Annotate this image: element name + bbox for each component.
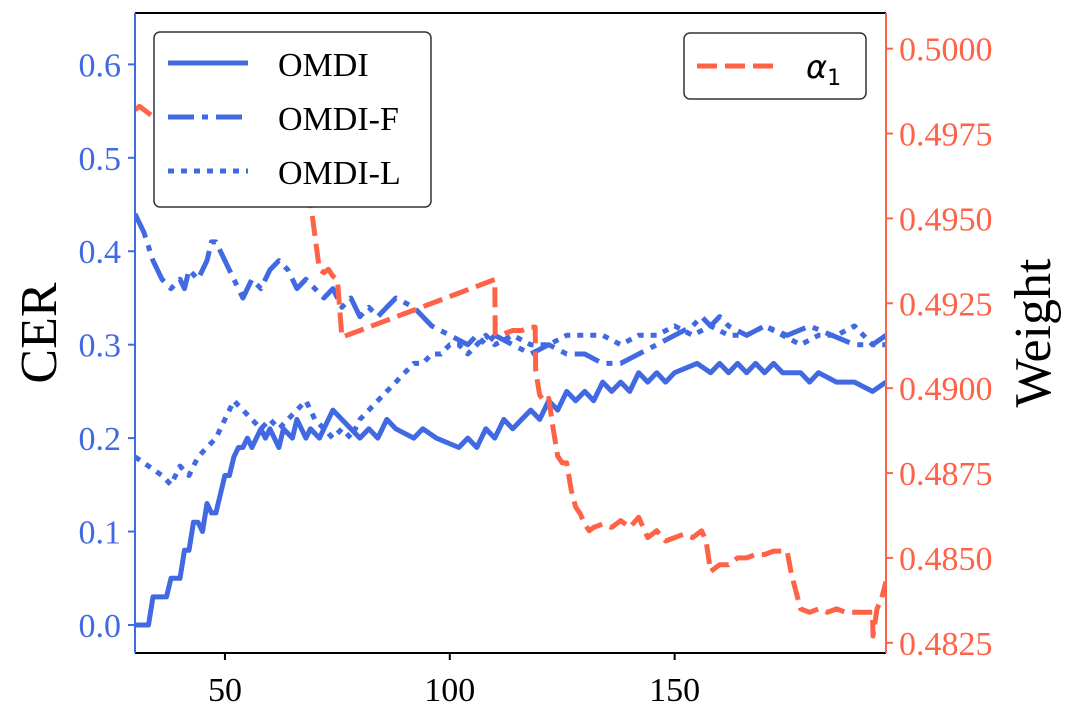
legend-left: OMDI OMDI-F OMDI-L bbox=[153, 31, 432, 208]
series-line-omdi-f bbox=[135, 212, 886, 366]
legend-right-box bbox=[683, 32, 867, 100]
series-line-omdi bbox=[135, 360, 886, 628]
left-tick-label: 0.1 bbox=[79, 515, 122, 552]
right-tick-label: 0.4825 bbox=[899, 626, 993, 663]
legend-omdi-f-label: OMDI-F bbox=[278, 101, 399, 138]
right-tick-label: 0.4850 bbox=[899, 541, 993, 578]
left-tick-label: 0.0 bbox=[79, 608, 122, 645]
left-tick-label: 0.6 bbox=[79, 47, 122, 84]
right-tick-label: 0.4875 bbox=[899, 456, 993, 493]
left-axis-ticks: 0.0 0.1 0.2 0.3 0.4 0.5 0.6 bbox=[79, 47, 135, 645]
x-tick-label: 150 bbox=[649, 672, 700, 709]
left-tick-label: 0.2 bbox=[79, 421, 122, 458]
x-tick-label: 50 bbox=[208, 672, 242, 709]
right-tick-label: 0.5000 bbox=[899, 32, 993, 69]
x-tick-label: 100 bbox=[424, 672, 475, 709]
left-tick-label: 0.3 bbox=[79, 328, 122, 365]
legend-right: α1 bbox=[683, 32, 867, 100]
legend-omdi-label: OMDI bbox=[278, 47, 369, 84]
right-tick-label: 0.4900 bbox=[899, 371, 993, 408]
legend-alpha-label: α1 bbox=[806, 48, 841, 91]
legend-left-box bbox=[153, 31, 432, 208]
right-axis-ticks: 0.4825 0.4850 0.4875 0.4900 0.4925 0.4950 0.49… bbox=[886, 32, 993, 663]
series-line-omdi-l bbox=[135, 323, 886, 488]
series-layer bbox=[135, 103, 886, 639]
right-tick-label: 0.4950 bbox=[899, 201, 993, 238]
x-axis-ticks: 50 100 150 bbox=[208, 653, 700, 709]
right-tick-label: 0.4975 bbox=[899, 117, 993, 154]
right-axis-label: Weight bbox=[1005, 258, 1062, 407]
left-tick-label: 0.4 bbox=[79, 234, 122, 271]
right-tick-label: 0.4925 bbox=[899, 286, 993, 323]
series-line-α1 bbox=[135, 103, 886, 639]
left-tick-label: 0.5 bbox=[79, 141, 122, 178]
left-axis-label: CER bbox=[11, 282, 68, 383]
legend-omdi-l-label: OMDI-L bbox=[278, 155, 401, 192]
